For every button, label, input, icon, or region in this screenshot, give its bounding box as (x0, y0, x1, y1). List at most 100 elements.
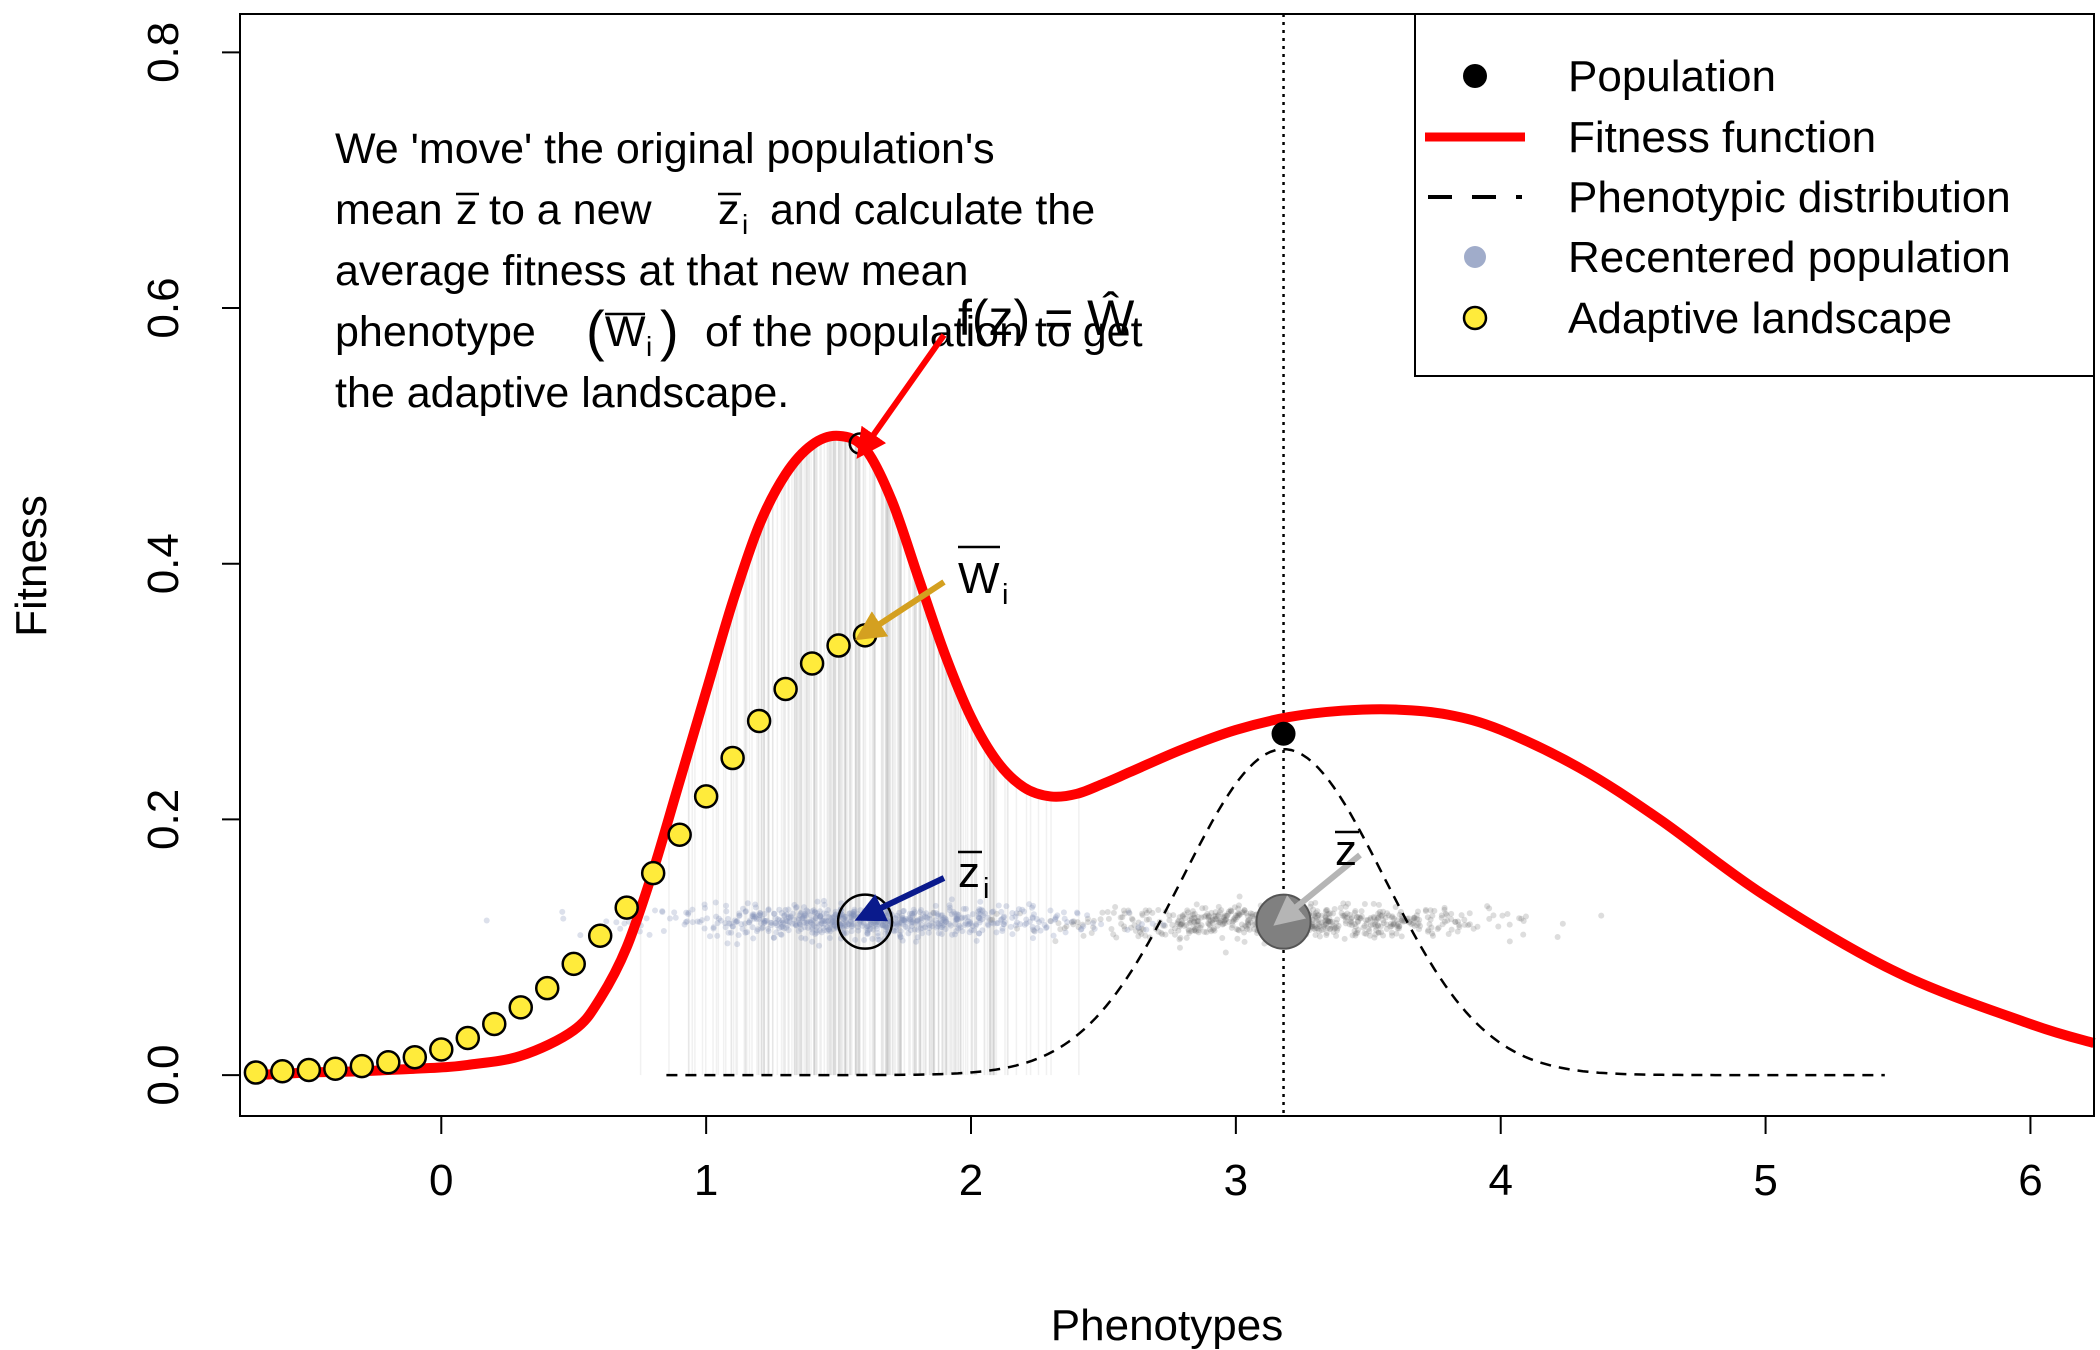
recentered-population-point (925, 929, 932, 936)
recentered-population-point (791, 901, 798, 908)
recentered-population-point (967, 920, 974, 927)
recentered-population-point (1036, 919, 1043, 926)
original-population-point (1522, 913, 1529, 920)
original-population-point (1249, 913, 1256, 920)
original-population-point (1315, 912, 1322, 919)
original-population-point (1209, 917, 1216, 924)
recentered-population-point (868, 921, 875, 928)
recentered-population-point (792, 904, 799, 911)
original-population-point (1398, 917, 1405, 924)
original-population-point (1389, 921, 1396, 928)
recentered-population-point (777, 919, 784, 926)
original-population-point (1327, 918, 1334, 925)
original-population-point (1307, 903, 1314, 910)
original-population-point (1324, 911, 1331, 918)
recentered-population-point (783, 924, 790, 931)
recentered-population-point (754, 926, 761, 933)
original-population-point (1382, 914, 1389, 921)
recentered-population-point (1054, 912, 1061, 919)
original-population-point (1188, 915, 1195, 922)
recentered-population-point (756, 910, 763, 917)
adaptive-landscape-point (640, 860, 666, 886)
recentered-population-point (1064, 919, 1071, 926)
original-population-point (1120, 907, 1127, 914)
recentered-population-point (968, 927, 975, 934)
original-population-point (1243, 923, 1250, 930)
recentered-population-point (801, 912, 808, 919)
recentered-population-point (916, 916, 923, 923)
recentered-population-point (1089, 920, 1096, 927)
recentered-population-point (752, 904, 759, 911)
recentered-population-point (671, 909, 678, 916)
original-population-point (1187, 913, 1194, 920)
recentered-population-point (781, 912, 788, 919)
original-population-point (1181, 922, 1188, 929)
recentered-population-point (689, 906, 696, 913)
original-population-point (1598, 912, 1605, 919)
original-population-point (1191, 914, 1198, 921)
original-population-point (1393, 917, 1400, 924)
recentered-population-point (749, 924, 756, 931)
recentered-population-point (789, 910, 796, 917)
original-population-point (1371, 914, 1378, 921)
recentered-population-point (896, 919, 903, 926)
original-population-point (1063, 923, 1070, 930)
original-population-point (1104, 908, 1111, 915)
recentered-population-point (1098, 921, 1105, 928)
original-population-point (1236, 910, 1243, 917)
original-population-point (1240, 909, 1247, 916)
recentered-population-point (710, 924, 717, 931)
original-population-point (1170, 912, 1177, 919)
label-zbar-i: z i (958, 848, 989, 905)
recentered-population-point (816, 922, 823, 929)
original-population-point (1347, 918, 1354, 925)
original-population-point (1331, 925, 1338, 932)
recentered-population-point (976, 915, 983, 922)
original-population-point (1334, 927, 1341, 934)
adaptive-landscape-point (799, 651, 825, 676)
original-population-point (1441, 918, 1448, 925)
original-population-point (1244, 913, 1251, 920)
original-population-point (1470, 925, 1477, 932)
original-population-point (1138, 925, 1145, 932)
original-population-point (1383, 926, 1390, 933)
recentered-population-point (1029, 935, 1036, 942)
recentered-population-point (894, 912, 901, 919)
recentered-population-point (712, 899, 719, 906)
recentered-population-point (814, 910, 821, 917)
original-population-point (1128, 924, 1135, 931)
original-population-point (1357, 914, 1364, 921)
original-population-point (1230, 916, 1237, 923)
recentered-population-point (783, 918, 790, 925)
recentered-population-point (801, 913, 808, 920)
original-population-point (1215, 911, 1222, 918)
original-population-point (1250, 921, 1257, 928)
original-population-point (1413, 912, 1420, 919)
original-population-point (1310, 906, 1317, 913)
recentered-population-point (975, 930, 982, 937)
recentered-population-point (817, 913, 824, 920)
original-population-point (1070, 918, 1077, 925)
original-population-point (1162, 931, 1169, 938)
recentered-population-point (839, 924, 846, 931)
recentered-population-point (722, 924, 729, 931)
original-population-point (1218, 907, 1225, 914)
original-population-point (1312, 913, 1319, 920)
original-population-point (1138, 930, 1145, 937)
recentered-population-point (849, 922, 856, 929)
recentered-population-point (734, 941, 741, 948)
original-population-point (1380, 917, 1387, 924)
original-population-point (1426, 921, 1433, 928)
recentered-population-point (893, 920, 900, 927)
chart-marks (243, 14, 2096, 1116)
recentered-population-point (860, 920, 867, 927)
original-population-point (1396, 925, 1403, 932)
recentered-population-point (789, 920, 796, 927)
adaptive-landscape-point (243, 1060, 269, 1085)
y-tick-label: 0.2 (139, 789, 188, 850)
original-population-point (1378, 929, 1385, 936)
original-population-point (1308, 900, 1315, 907)
original-population-point (1333, 919, 1340, 926)
recentered-population-point (807, 912, 814, 919)
original-population-point (1119, 914, 1126, 921)
